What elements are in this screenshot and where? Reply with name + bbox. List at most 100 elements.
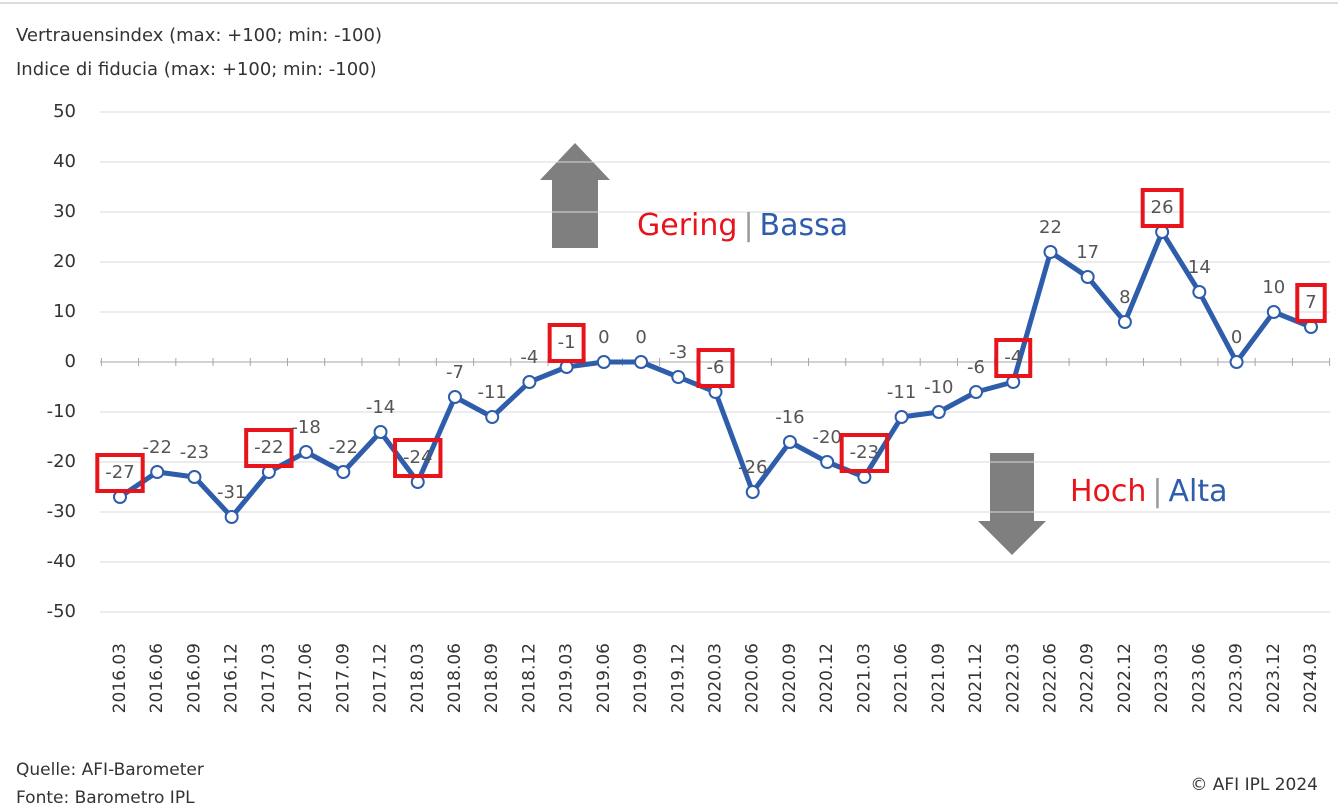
highlight-box bbox=[994, 338, 1033, 378]
y-tick-label: 10 bbox=[53, 301, 76, 322]
y-tick-label: -50 bbox=[47, 601, 76, 622]
point bbox=[782, 435, 797, 449]
point bbox=[596, 355, 611, 369]
point bbox=[485, 410, 500, 424]
data-label: -22 bbox=[254, 437, 283, 458]
data-label: -16 bbox=[775, 407, 804, 428]
source: Fonte: Barometro IPL bbox=[16, 788, 195, 808]
y-tick-label: -20 bbox=[47, 451, 76, 472]
annotation-part: Alta bbox=[1169, 474, 1228, 509]
highlight-box bbox=[244, 428, 294, 468]
x-tick-label: 2016.09 bbox=[184, 643, 204, 713]
x-tick-label: 2022.12 bbox=[1115, 643, 1135, 713]
data-label: 14 bbox=[1188, 257, 1211, 278]
y-tick-label: -30 bbox=[47, 501, 76, 522]
x-tick-label: 2018.06 bbox=[445, 643, 465, 713]
data-label: -1 bbox=[558, 332, 576, 353]
x-tick-label: 2016.06 bbox=[147, 643, 167, 713]
data-label: -31 bbox=[217, 482, 246, 503]
data-label: -4 bbox=[1004, 347, 1022, 368]
highlight-box bbox=[95, 453, 145, 493]
point bbox=[745, 485, 760, 499]
up-arrow bbox=[540, 143, 610, 248]
highlight-box bbox=[839, 433, 890, 473]
data-label: -4 bbox=[520, 347, 538, 368]
data-label: -7 bbox=[446, 362, 464, 383]
data-label: -3 bbox=[669, 342, 687, 363]
data-label: 7 bbox=[1305, 292, 1316, 313]
highlight-box bbox=[393, 438, 443, 478]
x-tick-label: 2022.03 bbox=[1003, 643, 1023, 713]
data-label: 0 bbox=[1231, 327, 1242, 348]
data-label: 0 bbox=[635, 327, 646, 348]
x-tick-label: 2021.12 bbox=[966, 643, 986, 713]
point bbox=[224, 510, 239, 524]
data-label: -23 bbox=[180, 442, 209, 463]
data-label: 8 bbox=[1119, 287, 1130, 308]
highlight-box bbox=[1295, 283, 1327, 323]
data-label: -18 bbox=[291, 417, 320, 438]
chart-title: Vertrauensindex (max: +100; min: -100) bbox=[16, 25, 382, 46]
x-tick-label: 2020.12 bbox=[817, 643, 837, 713]
data-label: -23 bbox=[850, 442, 879, 463]
x-tick-label: 2017.03 bbox=[259, 643, 279, 713]
point bbox=[1043, 245, 1058, 259]
y-tick-label: -10 bbox=[47, 401, 76, 422]
x-tick-label: 2018.03 bbox=[408, 643, 428, 713]
data-label: 26 bbox=[1151, 197, 1174, 218]
x-tick-label: 2022.06 bbox=[1040, 643, 1060, 713]
annotation-part: Gering bbox=[637, 208, 737, 243]
x-tick-label: 2023.06 bbox=[1189, 643, 1209, 713]
point bbox=[931, 405, 946, 419]
x-tick-label: 2023.12 bbox=[1264, 643, 1284, 713]
source: Quelle: AFI-Barometer bbox=[16, 760, 204, 780]
y-tick-label: 0 bbox=[65, 351, 76, 372]
point bbox=[969, 385, 984, 399]
x-tick-label: 2016.03 bbox=[110, 643, 130, 713]
point bbox=[187, 470, 202, 484]
data-label: 17 bbox=[1076, 242, 1099, 263]
copyright: © AFI IPL 2024 bbox=[1190, 775, 1318, 795]
x-tick-label: 2021.06 bbox=[892, 643, 912, 713]
point bbox=[150, 465, 165, 479]
data-label: -24 bbox=[403, 447, 432, 468]
x-tick-label: 2018.12 bbox=[519, 643, 539, 713]
point bbox=[522, 375, 537, 389]
x-tick-label: 2016.12 bbox=[222, 643, 242, 713]
x-tick-label: 2020.06 bbox=[743, 643, 763, 713]
point bbox=[634, 355, 649, 369]
point bbox=[1266, 305, 1281, 319]
annotation-part: Hoch bbox=[1070, 474, 1146, 509]
data-label: -10 bbox=[924, 377, 953, 398]
point bbox=[299, 445, 314, 459]
highlight-box bbox=[1140, 188, 1184, 228]
point bbox=[820, 455, 835, 469]
point bbox=[671, 370, 686, 384]
x-tick-label: 2019.12 bbox=[668, 643, 688, 713]
x-tick-label: 2020.03 bbox=[706, 643, 726, 713]
data-label: -6 bbox=[967, 357, 985, 378]
point bbox=[1080, 270, 1095, 284]
data-label: 10 bbox=[1262, 277, 1285, 298]
data-label: -27 bbox=[105, 462, 134, 483]
down-arrow bbox=[978, 453, 1046, 555]
y-tick-label: -40 bbox=[47, 551, 76, 572]
data-label: 0 bbox=[598, 327, 609, 348]
y-tick-label: 20 bbox=[53, 251, 76, 272]
x-tick-label: 2021.03 bbox=[854, 643, 874, 713]
point bbox=[447, 390, 462, 404]
point bbox=[1229, 355, 1244, 369]
x-tick-label: 2022.09 bbox=[1078, 643, 1098, 713]
chart-subtitle: Indice di fiducia (max: +100; min: -100) bbox=[16, 59, 377, 80]
data-label: -6 bbox=[707, 357, 725, 378]
data-label: -14 bbox=[366, 397, 395, 418]
point bbox=[1117, 315, 1132, 329]
highlight-box bbox=[547, 323, 586, 363]
highlight-box bbox=[696, 348, 735, 388]
x-tick-label: 2017.12 bbox=[371, 643, 391, 713]
data-label: -22 bbox=[329, 437, 358, 458]
x-tick-label: 2019.06 bbox=[594, 643, 614, 713]
data-label: -20 bbox=[812, 427, 841, 448]
point bbox=[894, 410, 909, 424]
point bbox=[336, 465, 351, 479]
